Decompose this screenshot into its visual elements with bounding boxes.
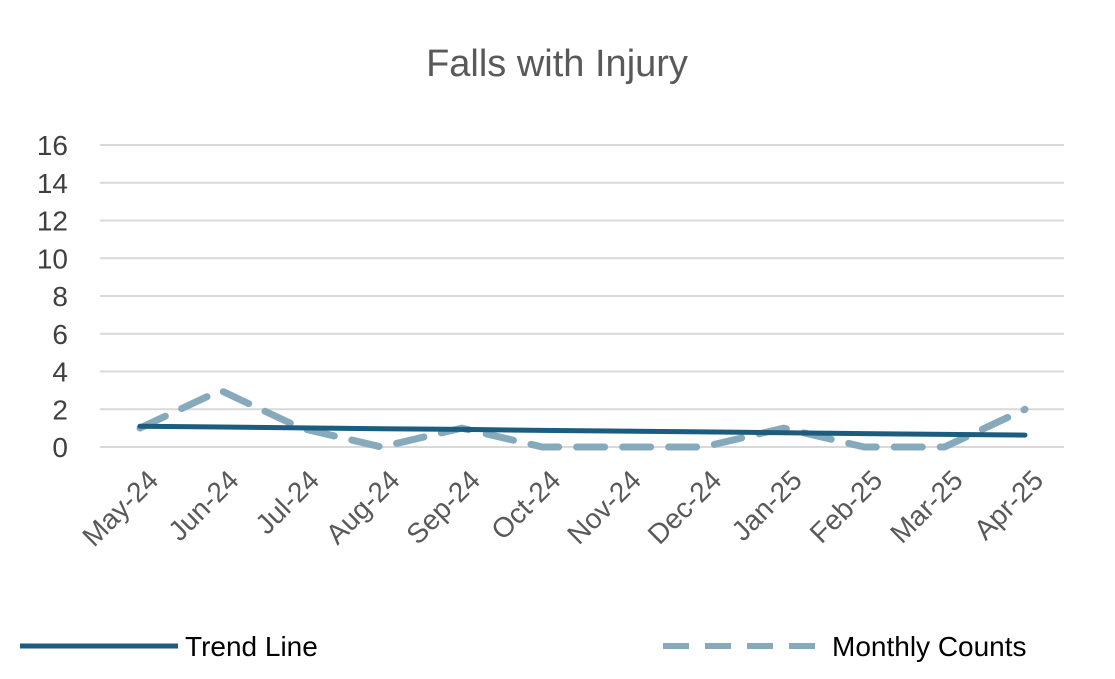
x-tick-label: Oct-24 [485, 464, 566, 545]
y-tick-label: 16 [37, 130, 68, 161]
y-tick-label: 14 [37, 168, 68, 199]
x-tick-label: Sep-24 [400, 464, 486, 550]
x-tick-label: Dec-24 [642, 464, 728, 550]
legend-label: Monthly Counts [832, 631, 1027, 662]
y-tick-label: 6 [52, 319, 68, 350]
gridlines [100, 144, 1064, 448]
x-tick-label: Nov-24 [561, 464, 647, 550]
x-tick-label: May-24 [76, 464, 164, 552]
series-line-trend-line [137, 423, 1028, 438]
y-tick-label: 12 [37, 206, 68, 237]
x-tick-label: Jan-25 [725, 464, 807, 546]
y-axis-ticks: 0 2 4 6 8 10 12 14 16 [37, 130, 68, 463]
series-lines [136, 386, 1029, 451]
legend: Trend Line Monthly Counts [20, 631, 1027, 662]
x-tick-label: Mar-25 [884, 464, 969, 549]
y-tick-label: 8 [52, 281, 68, 312]
x-tick-label: Apr-25 [968, 464, 1049, 545]
y-tick-label: 0 [52, 432, 68, 463]
y-tick-label: 10 [37, 243, 68, 274]
y-tick-label: 2 [52, 394, 68, 425]
x-tick-label: Jul-24 [249, 464, 325, 540]
series-line-monthly-counts [136, 386, 1029, 451]
x-tick-label: Jun-24 [162, 464, 244, 546]
x-tick-label: Feb-25 [804, 464, 889, 549]
legend-label: Trend Line [185, 631, 318, 662]
y-tick-label: 4 [52, 357, 68, 388]
chart-title: Falls with Injury [426, 43, 688, 85]
x-tick-label: Aug-24 [320, 464, 406, 550]
